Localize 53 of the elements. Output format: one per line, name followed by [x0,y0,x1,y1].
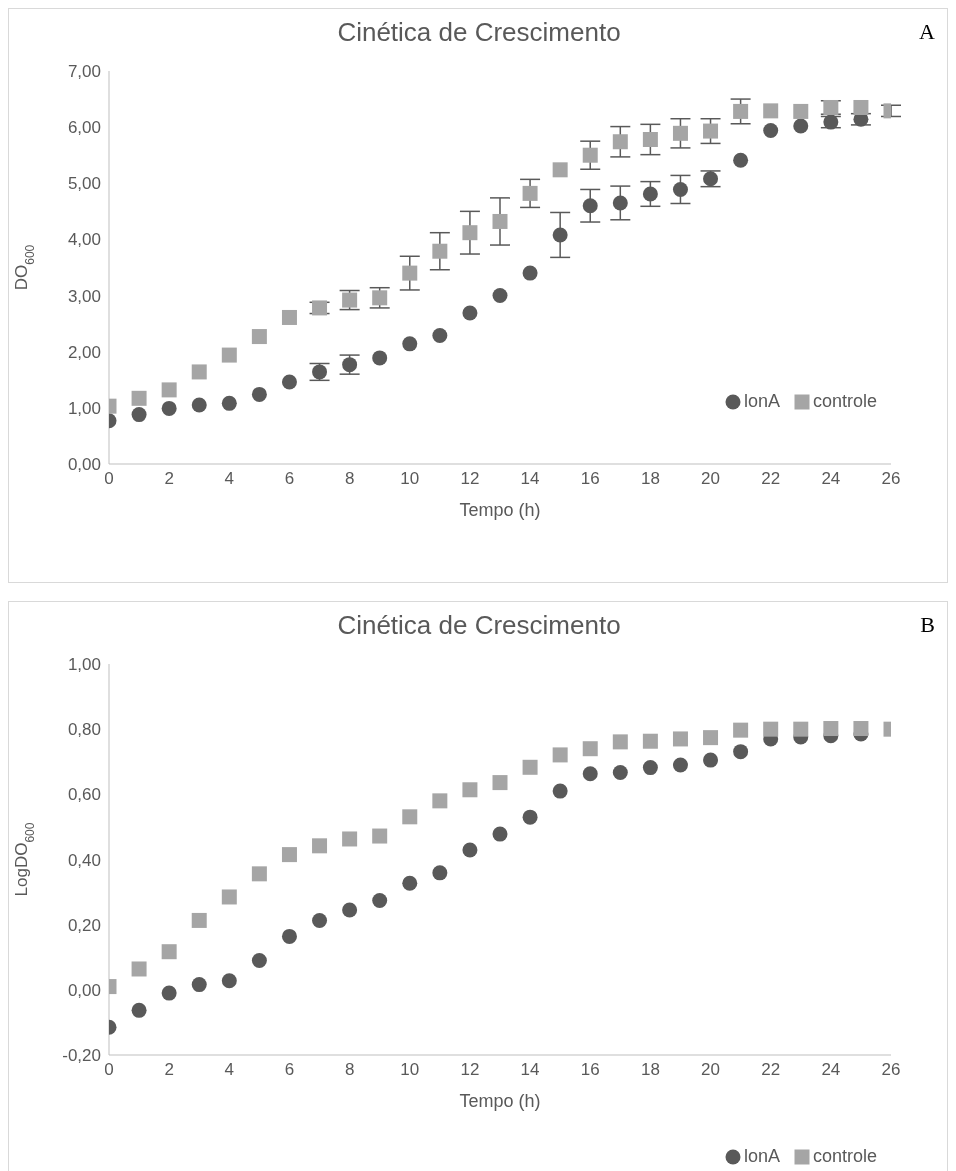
y-tick-label: 1,00 [67,398,101,418]
legend-label: controle [812,1146,877,1167]
x-tick-label: 18 [640,1060,660,1080]
x-tick-label: 2 [164,469,174,489]
x-tick-label: 4 [224,469,235,489]
y-tick-label: 0,60 [67,785,101,805]
y-tick-label: 0,80 [67,720,101,740]
x-tick-label: 12 [460,469,480,489]
legend-label: lonA [743,1146,780,1167]
x-axis-title: Tempo (h) [459,1091,541,1111]
y-tick-label: 0,40 [67,850,101,870]
text: B [920,612,935,638]
y-tick-label: -0,20 [62,1046,101,1066]
x-tick-label: 14 [520,1060,540,1080]
text: A [919,19,935,45]
y-tick-label: 7,00 [67,62,101,82]
x-tick-label: 14 [520,469,540,489]
x-tick-label: 16 [580,1060,600,1080]
x-tick-label: 24 [821,1060,841,1080]
x-tick-label: 4 [224,1060,235,1080]
x-tick-label: 0 [104,469,114,489]
x-tick-label: 12 [460,1060,480,1080]
x-tick-label: 10 [400,1060,420,1080]
x-tick-label: 26 [881,469,901,489]
legend-label: lonA [743,391,780,412]
y-tick-label: 3,00 [67,286,101,306]
y-tick-label: 4,00 [67,230,101,250]
x-axis-title: Tempo (h) [459,500,541,520]
y-tick-label: 0,00 [67,455,101,475]
x-tick-label: 8 [344,1060,355,1080]
x-tick-label: 18 [640,469,660,489]
y-tick-label: 6,00 [67,118,101,138]
chart-title: Cinética de Crescimento [337,610,621,640]
x-tick-label: 8 [344,469,355,489]
x-tick-label: 16 [580,469,600,489]
chart-title: Cinética de Crescimento [337,17,621,47]
y-tick-label: 0,00 [67,980,101,1000]
y-tick-label: 1,00 [67,655,101,675]
x-tick-label: 20 [701,469,720,489]
x-tick-label: 6 [284,469,295,489]
x-tick-label: 24 [821,469,841,489]
legend-label: controle [812,391,877,412]
x-tick-label: 22 [761,1060,781,1080]
x-tick-label: 20 [701,1060,720,1080]
x-tick-label: 22 [761,469,781,489]
x-tick-label: 2 [164,1060,174,1080]
x-tick-label: 26 [881,1060,901,1080]
y-tick-label: 5,00 [67,174,101,194]
x-tick-label: 0 [104,1060,114,1080]
x-tick-label: 10 [400,469,420,489]
y-tick-label: 2,00 [67,342,101,362]
y-tick-label: 0,20 [67,915,101,935]
x-tick-label: 6 [284,1060,295,1080]
